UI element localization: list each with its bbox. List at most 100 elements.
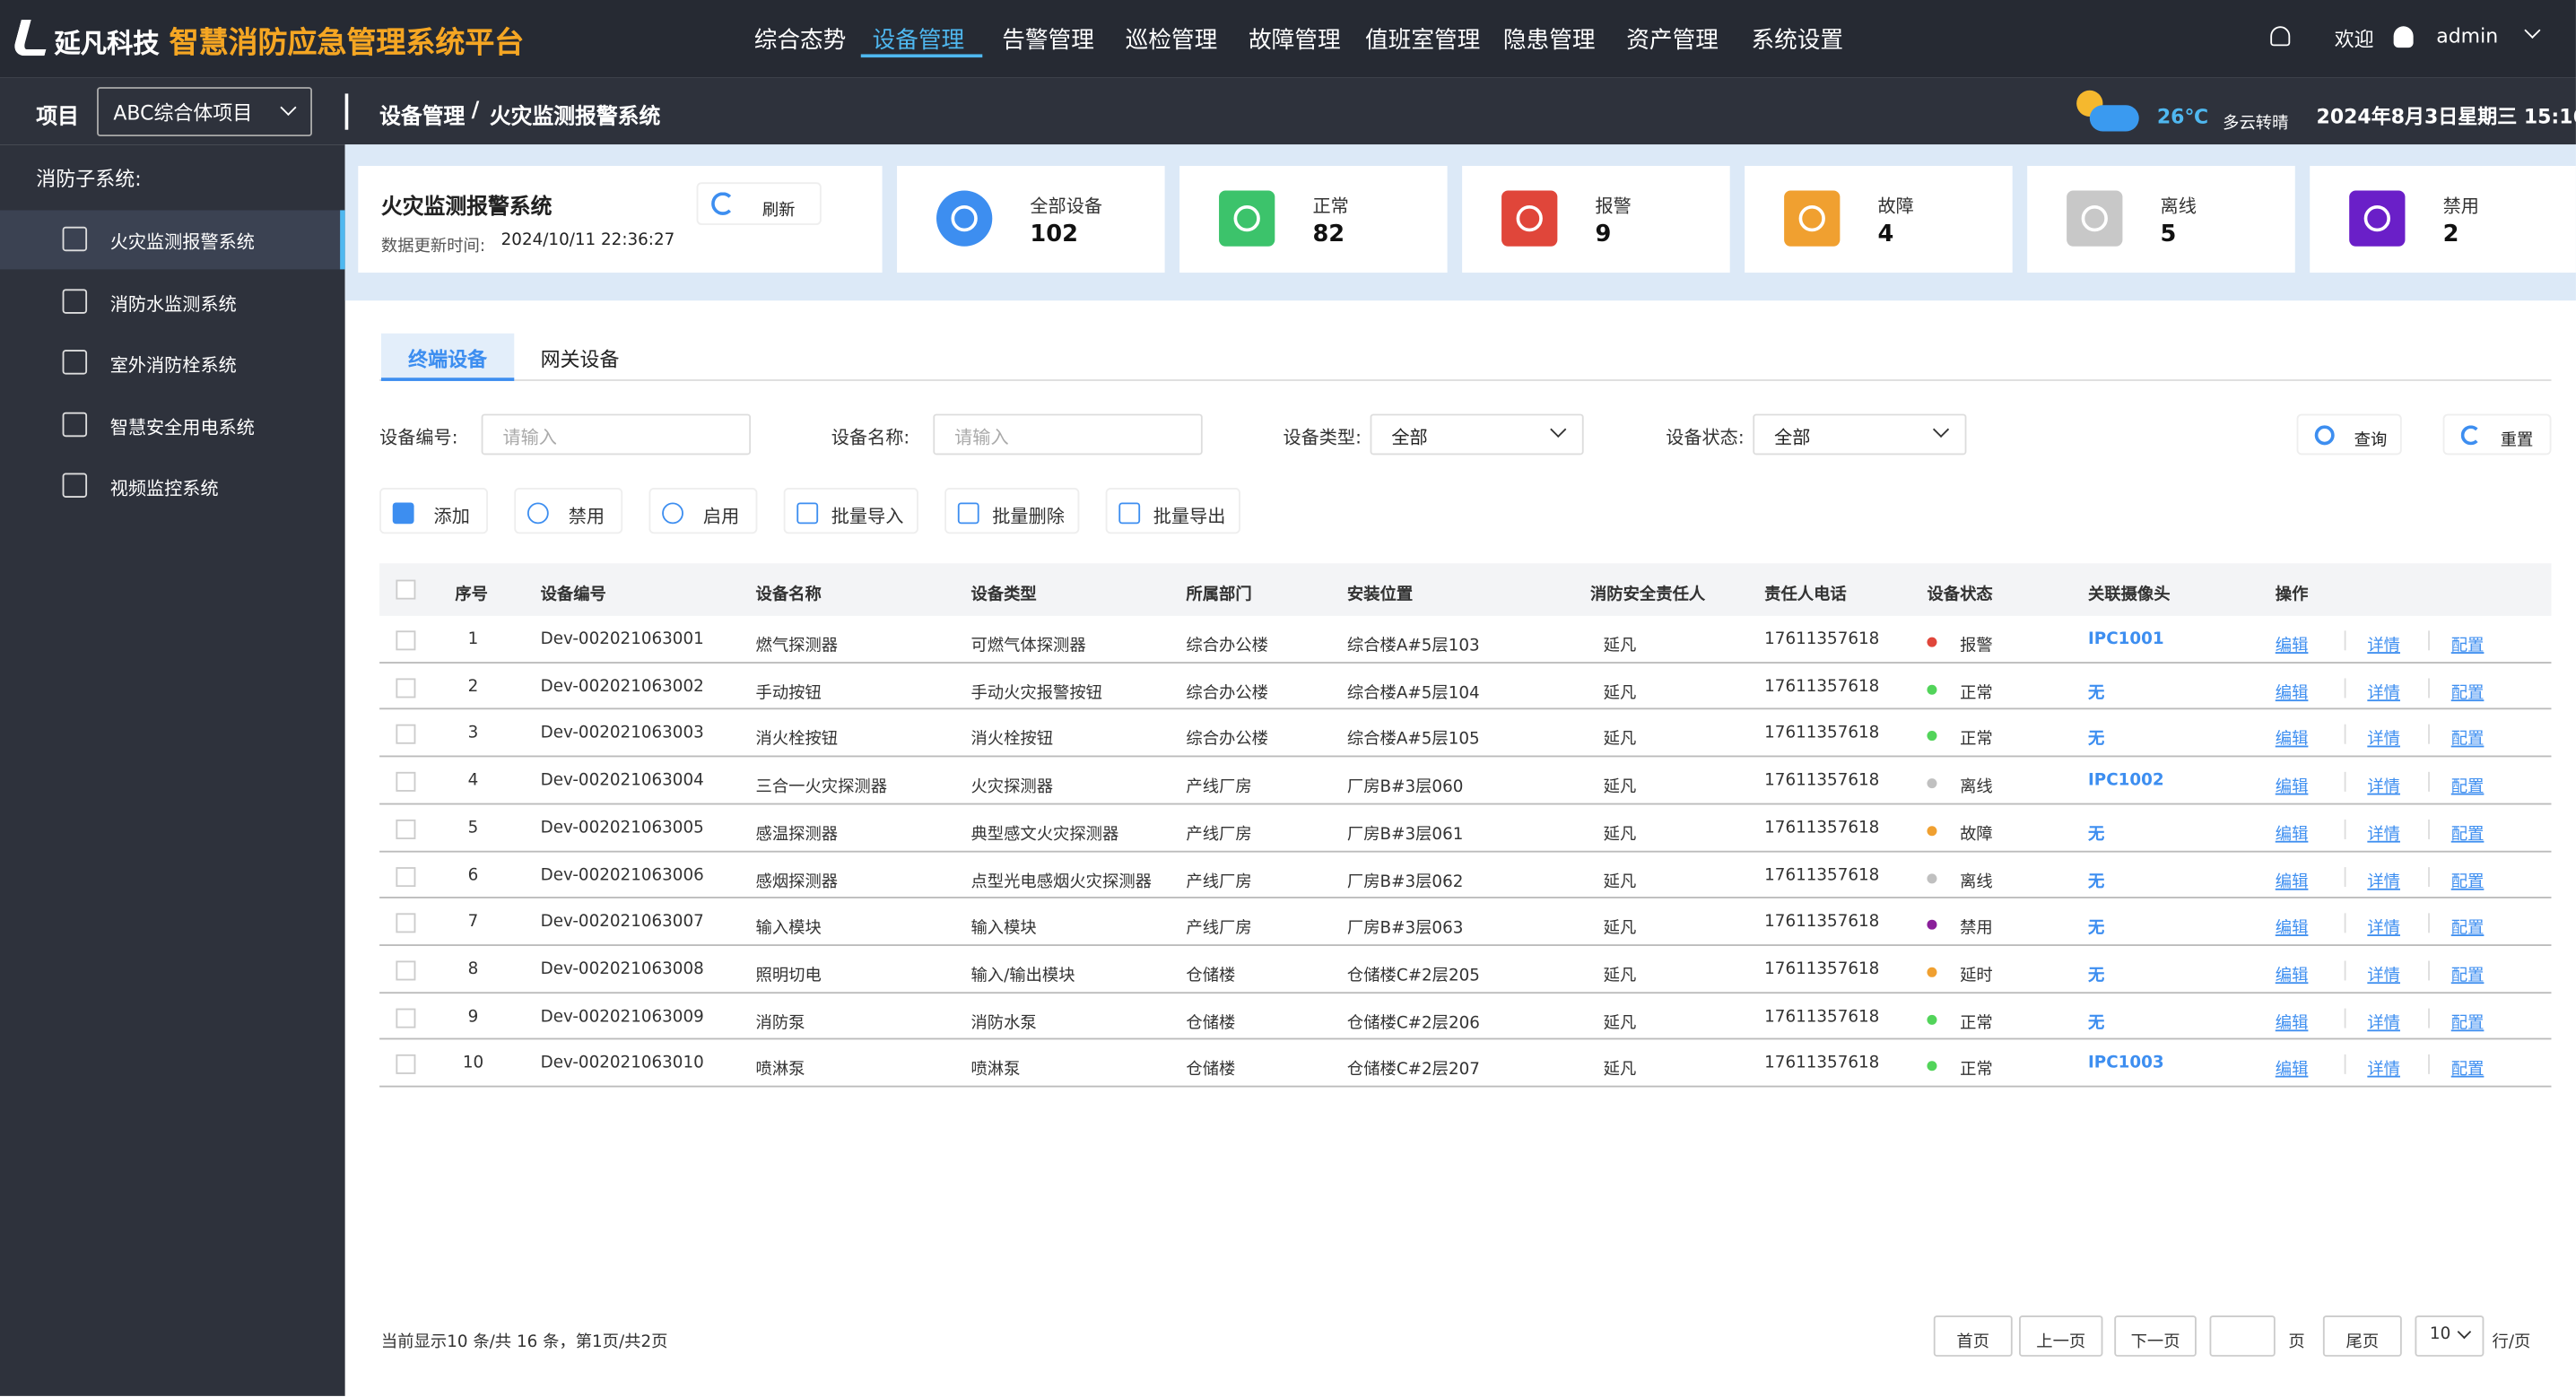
summary-card: 火灾监测报警系统 数据更新时间: 2024/10/11 22:36:27 刷新 — [358, 165, 883, 273]
user-name[interactable]: admin — [2436, 24, 2499, 48]
nav-item[interactable]: 综合态势 — [753, 28, 847, 55]
cell-name: 手动按钮 — [755, 684, 822, 703]
page-button[interactable]: 首页 — [1933, 1315, 2013, 1357]
tab[interactable]: 终端设备 — [380, 333, 515, 381]
reset-button[interactable]: 重置 — [2442, 413, 2552, 456]
row-action[interactable]: 配置 — [2450, 1061, 2485, 1080]
row-checkbox[interactable] — [396, 913, 416, 933]
action-divider — [2428, 772, 2430, 793]
row-action[interactable]: 配置 — [2450, 731, 2485, 750]
sidebar-item[interactable]: 视频监控系统 — [0, 456, 345, 516]
nav-item[interactable]: 隐患管理 — [1502, 28, 1596, 55]
row-checkbox[interactable] — [396, 630, 416, 651]
page-button-label: 首页 — [1956, 1333, 1990, 1352]
select-value: 全部 — [1391, 427, 1428, 449]
row-action[interactable]: 配置 — [2450, 967, 2485, 985]
page-button[interactable]: 下一页 — [2114, 1315, 2197, 1357]
row-action[interactable]: 配置 — [2450, 920, 2485, 939]
row-action[interactable]: 配置 — [2450, 637, 2485, 655]
toolbar-button[interactable]: 启用 — [648, 487, 758, 534]
cell-dept: 综合办公楼 — [1186, 637, 1268, 655]
nav-item[interactable]: 巡检管理 — [1125, 28, 1218, 55]
row-action[interactable]: 详情 — [2367, 731, 2400, 750]
row-action[interactable]: 编辑 — [2275, 920, 2309, 939]
row-action[interactable]: 详情 — [2367, 825, 2400, 845]
sidebar-item[interactable]: 火灾监测报警系统 — [0, 210, 345, 270]
row-action[interactable]: 配置 — [2450, 825, 2485, 845]
row-action[interactable]: 详情 — [2367, 920, 2400, 939]
nav-item[interactable]: 资产管理 — [1626, 28, 1719, 55]
cell-status: 离线 — [1960, 872, 1993, 891]
toolbar-button[interactable]: 批量导入 — [783, 487, 918, 534]
row-action[interactable]: 配置 — [2450, 778, 2485, 797]
nav-item[interactable]: 系统设置 — [1751, 28, 1844, 55]
row-action[interactable]: 编辑 — [2275, 731, 2309, 750]
toolbar-button[interactable]: 添加 — [379, 487, 488, 534]
stat-card: 全部设备 102 — [897, 165, 1165, 273]
toolbar-button[interactable]: 批量删除 — [944, 487, 1080, 534]
row-action[interactable]: 详情 — [2367, 967, 2400, 985]
toolbar-button[interactable]: 禁用 — [514, 487, 623, 534]
row-action[interactable]: 编辑 — [2275, 1061, 2309, 1080]
cell-location: 厂房B#3层061 — [1346, 825, 1464, 845]
bell-icon[interactable] — [2270, 26, 2291, 47]
nav-item[interactable]: 告警管理 — [1002, 28, 1094, 55]
row-action[interactable]: 编辑 — [2275, 967, 2309, 985]
cell-type: 喷淋泵 — [970, 1061, 1021, 1080]
cell-phone: 17611357618 — [1764, 677, 1880, 697]
row-action[interactable]: 详情 — [2367, 1014, 2400, 1033]
row-action[interactable]: 编辑 — [2275, 684, 2309, 703]
project-select[interactable]: ABC综合体项目 — [97, 87, 313, 137]
row-checkbox[interactable] — [396, 866, 416, 887]
row-action[interactable]: 配置 — [2450, 1014, 2485, 1033]
sidebar-item[interactable]: 智慧安全用电系统 — [0, 395, 345, 454]
row-action[interactable]: 详情 — [2367, 1061, 2400, 1080]
row-border — [379, 708, 2552, 710]
page-size-select[interactable]: 10 — [2415, 1315, 2485, 1357]
column-header: 操作 — [2275, 586, 2309, 605]
cell-phone: 17611357618 — [1764, 1054, 1880, 1073]
row-checkbox[interactable] — [396, 772, 416, 793]
sidebar-item[interactable]: 室外消防栓系统 — [0, 334, 345, 393]
row-action[interactable]: 编辑 — [2275, 825, 2309, 845]
breadcrumb[interactable]: 火灾监测报警系统 — [489, 105, 661, 130]
filter-input[interactable]: 全部 — [1753, 413, 1967, 456]
toolbar-button[interactable]: 批量导出 — [1105, 487, 1240, 534]
row-action[interactable]: 编辑 — [2275, 778, 2309, 797]
search-button[interactable]: 查询 — [2296, 413, 2402, 456]
row-action[interactable]: 配置 — [2450, 872, 2485, 891]
filter-input[interactable]: 请输入 — [933, 413, 1203, 456]
filter-input[interactable]: 请输入 — [481, 413, 752, 456]
tab[interactable]: 网关设备 — [514, 334, 646, 381]
row-action[interactable]: 编辑 — [2275, 1014, 2309, 1033]
nav-item[interactable]: 值班室管理 — [1365, 28, 1481, 55]
row-action[interactable]: 详情 — [2367, 637, 2400, 655]
row-action[interactable]: 编辑 — [2275, 637, 2309, 655]
refresh-button[interactable]: 刷新 — [696, 182, 822, 225]
nav-item[interactable]: 故障管理 — [1249, 28, 1341, 55]
page-input[interactable] — [2209, 1315, 2276, 1357]
row-checkbox[interactable] — [396, 1007, 416, 1028]
row-action[interactable]: 详情 — [2367, 684, 2400, 703]
page-button[interactable]: 尾页 — [2322, 1315, 2402, 1357]
row-checkbox[interactable] — [396, 1054, 416, 1075]
row-checkbox[interactable] — [396, 725, 416, 745]
sidebar-item[interactable]: 消防水监测系统 — [0, 272, 345, 331]
row-action[interactable]: 配置 — [2450, 684, 2485, 703]
row-action[interactable]: 详情 — [2367, 872, 2400, 891]
header-checkbox[interactable] — [396, 579, 416, 600]
row-checkbox[interactable] — [396, 960, 416, 981]
cell-type: 点型光电感烟火灾探测器 — [970, 872, 1152, 891]
row-checkbox[interactable] — [396, 677, 416, 698]
row-action[interactable]: 详情 — [2367, 778, 2400, 797]
cell-code: Dev-002021063004 — [540, 772, 704, 791]
row-checkbox[interactable] — [396, 819, 416, 839]
row-action[interactable]: 编辑 — [2275, 872, 2309, 891]
nav-item[interactable]: 设备管理 — [872, 28, 965, 55]
nav-underline — [860, 54, 983, 58]
page-button[interactable]: 上一页 — [2019, 1315, 2103, 1357]
placeholder: 请输入 — [954, 427, 1009, 449]
breadcrumb[interactable]: 设备管理 — [379, 105, 466, 130]
filter-input[interactable]: 全部 — [1370, 413, 1584, 456]
sidebar-icon — [62, 226, 88, 252]
